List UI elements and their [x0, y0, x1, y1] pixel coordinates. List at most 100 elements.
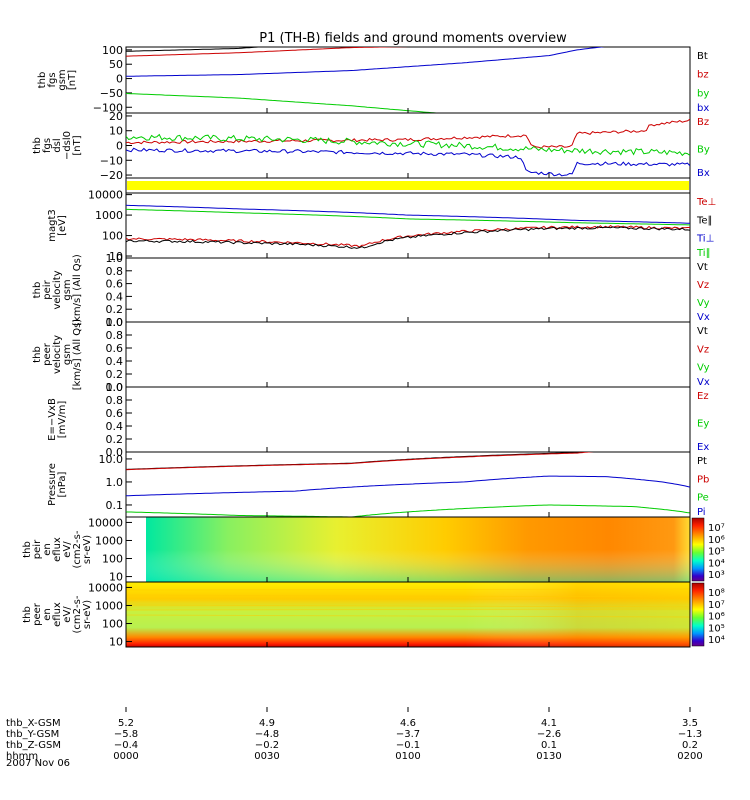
ytick-label: 10 [109, 571, 123, 584]
ylabel-peir_spec: en [42, 543, 53, 556]
ylabel-temp: [eV] [57, 215, 68, 236]
ylabel-peir_spec: peir [32, 539, 43, 559]
ylabel-efield: [mV/m] [57, 401, 68, 439]
panel-frame-efield [125, 386, 691, 453]
legend-Vy: Vy [697, 298, 710, 309]
panel-frame-fgs_dsl [125, 112, 691, 179]
xaxis-value: 3.5 [682, 718, 698, 729]
series-by [126, 47, 605, 77]
ylabel-fgs_dsl: −dsl0 [62, 131, 73, 160]
colorbar-tick: 10⁷ [708, 600, 725, 611]
xaxis-value: −1.3 [678, 729, 702, 740]
ytick-label: 0.4 [106, 420, 124, 433]
ytick-label: 0.6 [106, 407, 124, 420]
ylabel-peir_spec: eV/ [62, 541, 73, 558]
legend-Bt: Bt [697, 51, 708, 62]
ylabel-peer_spec: (cm2-s- [72, 595, 83, 633]
series-Bx [126, 147, 690, 177]
panel-frame-temp [125, 192, 691, 259]
xaxis-row-label: thb_Z-GSM [6, 740, 61, 751]
series-bz [126, 47, 411, 57]
ytick-label: 0.0 [106, 316, 124, 329]
ylabel-peer_vel: gsm [62, 344, 73, 365]
ylabel-peir_spec: (cm2-s- [72, 530, 83, 568]
legend-Pb: Pb [697, 474, 709, 485]
legend-Te∥: Te∥ [696, 215, 713, 226]
legend-By: By [697, 145, 710, 156]
ylabel-peer_vel: velocity [52, 335, 63, 374]
ylabel-peer_spec: en [42, 608, 53, 621]
spectrogram-band [125, 614, 691, 618]
ytick-label: 20 [109, 110, 123, 123]
ytick-label: 0.6 [106, 278, 124, 291]
series-By [126, 133, 690, 157]
series-Pi [126, 475, 690, 497]
xaxis-value: 0.1 [541, 740, 557, 751]
ytick-label: 0.2 [106, 433, 124, 446]
legend-bz: bz [697, 70, 709, 81]
ytick-label: 0.1 [106, 499, 124, 512]
ylabel-fgs_dsl: thb [32, 137, 43, 154]
ytick-label: 1000 [95, 534, 123, 547]
ytick-label: 10000 [88, 516, 123, 529]
ytick-label: 0.0 [106, 381, 124, 394]
ylabel-peir_spec: eflux [52, 537, 63, 562]
ytick-label: 1.0 [106, 252, 124, 265]
xaxis-value: 0030 [254, 751, 279, 762]
ytick-label: 100 [102, 44, 123, 57]
ytick-label: 1.0 [106, 316, 124, 329]
ytick-label: −100 [93, 101, 123, 114]
xaxis-value: −0.4 [114, 740, 138, 751]
legend-Pe: Pe [697, 493, 709, 504]
ylabel-peir_vel: gsm [62, 279, 73, 300]
legend-Ex: Ex [697, 442, 709, 453]
series-Pb [126, 452, 594, 471]
ytick-label: 0.2 [106, 368, 124, 381]
ylabel-pressure: [nPa] [57, 471, 68, 497]
ylabel-peir_spec: sr-eV) [82, 535, 93, 564]
series-Te∥ [126, 226, 690, 249]
ytick-label: 1000 [95, 209, 123, 222]
spectrogram-band [125, 598, 691, 601]
ylabel-efield: E=−VxB [47, 398, 58, 441]
ylabel-peir_vel: peir [42, 279, 53, 299]
ytick-label: 0 [116, 140, 123, 153]
colorbar-tick: 10⁶ [708, 535, 725, 546]
xaxis-value: 5.2 [118, 718, 134, 729]
series-Bt [126, 47, 265, 52]
ylabel-peer_spec: thb [22, 606, 33, 623]
ylabel-peir_spec: thb [22, 541, 33, 558]
legend-Ey: Ey [697, 419, 709, 430]
colorbar-tick: 10⁶ [708, 612, 725, 623]
colorbar-tick: 10⁸ [708, 588, 725, 599]
ytick-label: 1.0 [106, 476, 124, 489]
ytick-label: −10 [100, 154, 123, 167]
colorbar-peir_spec [691, 517, 705, 582]
ytick-label: 10 [109, 125, 123, 138]
series-Pe [126, 504, 690, 517]
xaxis-value: 0.2 [682, 740, 698, 751]
xaxis-value: 0000 [113, 751, 138, 762]
ytick-label: 10.0 [99, 453, 124, 466]
ytick-label: 0.2 [106, 303, 124, 316]
ytick-label: 10 [109, 250, 123, 263]
legend-Bz: Bz [697, 117, 709, 128]
xaxis-row-label: thb_Y-GSM [6, 729, 59, 740]
ion-spectrogram-shade [146, 517, 690, 582]
ytick-label: 0.4 [106, 290, 124, 303]
ylabel-fgs_gsm: [nT] [67, 70, 78, 90]
series-Ti∥ [126, 208, 690, 226]
ytick-label: 50 [109, 58, 123, 71]
legend-Vt: Vt [697, 326, 708, 337]
xaxis-value: −0.1 [396, 740, 420, 751]
xaxis-value: −3.7 [396, 729, 420, 740]
series-Ti⊥ [126, 204, 690, 224]
ytick-label: 0.8 [106, 265, 124, 278]
legend-Ez: Ez [697, 391, 709, 402]
ylabel-peer_spec: eflux [52, 602, 63, 627]
panel-frame-peer_vel [125, 321, 691, 388]
xaxis-value: 4.6 [400, 718, 416, 729]
ylabel-temp: magt3 [47, 209, 58, 242]
legend-Pi: Pi [697, 507, 706, 518]
